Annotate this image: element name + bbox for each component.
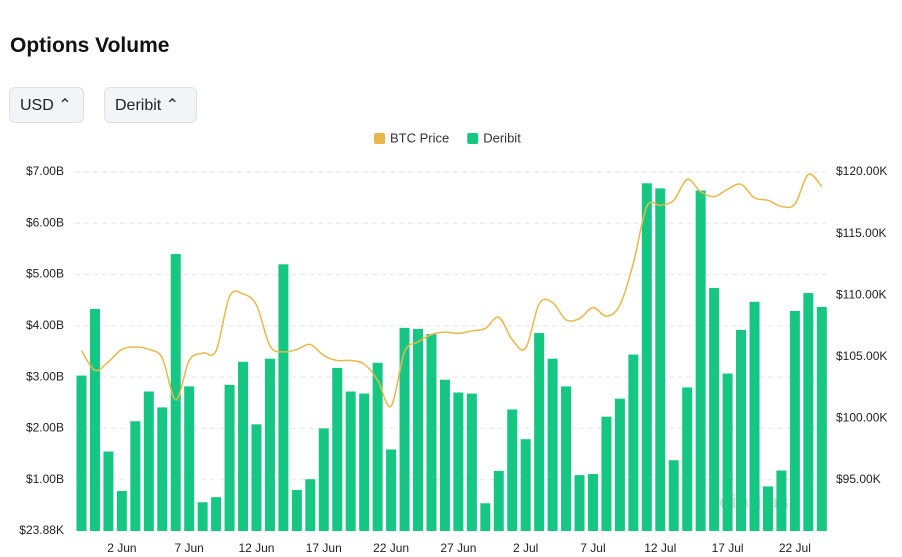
bar (130, 421, 141, 531)
x-tick-label: 2 Jul (513, 541, 538, 555)
y2-tick-label: $105.00K (836, 349, 887, 363)
y2-tick-label: $100.00K (836, 411, 887, 425)
y2-tick-label: $115.00K (836, 226, 887, 240)
bar (803, 293, 814, 531)
legend-label: Deribit (483, 130, 521, 145)
x-tick-label: 22 Jun (373, 541, 409, 555)
bar (372, 362, 383, 531)
y-tick-label: $3.00B (26, 369, 64, 383)
bar (399, 327, 410, 531)
bar (628, 354, 639, 531)
bar (359, 393, 370, 531)
legend-swatch (374, 133, 385, 144)
bar (238, 361, 249, 531)
y-tick-label: $7.00B (26, 164, 64, 178)
x-tick-label: 12 Jul (644, 541, 676, 555)
bar (789, 310, 800, 531)
bar (587, 474, 598, 531)
bar (318, 428, 329, 531)
y-tick-label: $23.88K (19, 523, 64, 537)
bar (574, 475, 585, 531)
bar (466, 393, 477, 531)
bar (776, 470, 787, 531)
y-tick-label: $1.00B (26, 472, 64, 486)
bar (291, 489, 302, 531)
bar (143, 391, 154, 531)
bar (439, 379, 450, 531)
x-tick-label: 12 Jun (238, 541, 274, 555)
x-tick-label: 7 Jul (580, 541, 605, 555)
bar (641, 183, 652, 531)
exchange-select[interactable]: Deribit ⌃ (104, 87, 197, 123)
bar (480, 503, 491, 531)
bar (413, 328, 423, 531)
bar (520, 439, 531, 531)
bar (251, 424, 262, 531)
bar (749, 301, 760, 531)
bar (426, 334, 437, 531)
x-tick-label: 22 Jul (779, 541, 811, 555)
bar (345, 391, 356, 531)
bar (695, 190, 706, 531)
bar (668, 460, 679, 531)
bar (386, 449, 397, 531)
bar (453, 392, 464, 531)
bar (103, 451, 114, 531)
bar (493, 470, 504, 531)
bar (736, 329, 747, 531)
legend-swatch (467, 133, 479, 144)
y2-tick-label: $95.00K (836, 472, 881, 486)
y-tick-label: $5.00B (26, 267, 64, 281)
legend-label: BTC Price (390, 130, 449, 145)
select-label: Deribit (115, 97, 162, 114)
bar (89, 308, 100, 531)
y-tick-label: $2.00B (26, 421, 64, 435)
bar (816, 306, 827, 531)
y-tick-label: $6.00B (26, 215, 64, 229)
bar (116, 490, 127, 531)
bar (682, 387, 693, 531)
y2-tick-label: $120.00K (836, 164, 887, 178)
bar (561, 386, 572, 531)
bar (211, 497, 222, 531)
price-line (80, 173, 823, 408)
bar (278, 264, 289, 531)
y2-tick-label: $110.00K (836, 287, 887, 301)
bar (534, 333, 545, 531)
bar (614, 398, 625, 531)
bar (762, 486, 773, 531)
x-tick-label: 2 Jun (107, 541, 136, 555)
bar (507, 409, 518, 531)
bar (264, 358, 275, 531)
bar (655, 188, 666, 531)
bar (157, 407, 168, 531)
bar (709, 287, 720, 531)
page-title: Options Volume (10, 34, 170, 57)
x-tick-label: 27 Jun (440, 541, 476, 555)
bar (184, 386, 195, 531)
x-tick-label: 17 Jun (306, 541, 342, 555)
bar (224, 384, 235, 531)
bar (197, 502, 208, 531)
bar (170, 254, 181, 531)
bar (332, 367, 343, 531)
bar (76, 375, 87, 531)
bar (305, 479, 316, 531)
x-tick-label: 7 Jun (175, 541, 204, 555)
select-label: USD (20, 97, 54, 114)
bar (722, 373, 733, 531)
x-tick-label: 17 Jul (712, 541, 744, 555)
currency-select[interactable]: USD ⌃ (9, 87, 84, 123)
y-tick-label: $4.00B (26, 318, 64, 332)
bar (601, 416, 612, 531)
bar (547, 358, 558, 531)
